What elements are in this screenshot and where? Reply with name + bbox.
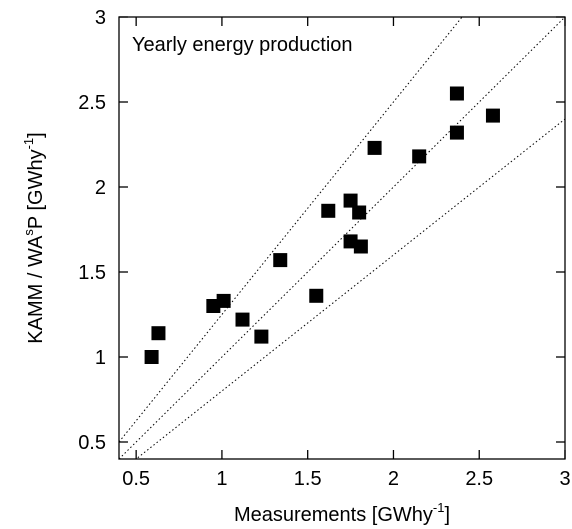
reference-line-0: [119, 17, 463, 443]
x-tick-label: 1.5: [294, 468, 322, 490]
x-axis-label: Measurements [GWhy-1]: [234, 500, 450, 526]
y-axis-label-mid: P [GWhy: [25, 149, 47, 229]
data-point: [216, 293, 231, 308]
y-tick-label: 1.5: [78, 262, 106, 284]
data-point: [343, 193, 358, 208]
reference-line-1: [119, 17, 565, 459]
data-point: [449, 86, 464, 101]
y-tick-label: 0.5: [78, 432, 106, 454]
y-axis-label-main: KAMM / WA: [25, 235, 47, 344]
data-point: [449, 125, 464, 140]
x-axis-label-end: ]: [444, 504, 450, 526]
data-point: [412, 149, 427, 164]
data-point: [151, 326, 166, 341]
y-axis-label: KAMM / WAsP [GWhy-1]: [21, 132, 47, 343]
data-point: [367, 140, 382, 155]
chart-annotation: Yearly energy production: [132, 34, 353, 56]
y-axis-label-sup1: s: [21, 229, 36, 236]
reference-line-2: [135, 118, 565, 459]
y-tick-label: 2.5: [78, 92, 106, 114]
data-point: [485, 108, 500, 123]
data-point: [352, 205, 367, 220]
reference-lines: [119, 17, 565, 459]
data-point: [309, 288, 324, 303]
y-tick-label: 2: [95, 177, 106, 199]
tick-labels: 0.5 1 1.5 2 2.5 3 0.5 1 1.5 2 2.5 3: [78, 7, 570, 490]
x-tick-label: 1: [216, 468, 227, 490]
y-axis-label-end: ]: [25, 132, 47, 138]
y-axis-label-sup2: -1: [21, 138, 36, 150]
y-tick-label: 3: [95, 7, 106, 29]
data-point: [273, 253, 288, 268]
x-axis-label-main: Measurements [GWhy: [234, 504, 433, 526]
data-point: [353, 239, 368, 254]
x-tick-label: 2.5: [465, 468, 493, 490]
y-tick-label: 1: [95, 347, 106, 369]
data-point: [144, 350, 159, 364]
x-axis-label-sup: -1: [433, 500, 445, 515]
data-point: [321, 203, 336, 218]
plot-frame: [118, 16, 566, 460]
x-tick-label: 3: [559, 468, 570, 490]
data-point: [235, 312, 250, 327]
x-tick-label: 2: [388, 468, 399, 490]
data-point: [254, 329, 269, 344]
data-points: [144, 86, 500, 364]
x-tick-label: 0.5: [122, 468, 150, 490]
axis-ticks: [119, 16, 566, 459]
